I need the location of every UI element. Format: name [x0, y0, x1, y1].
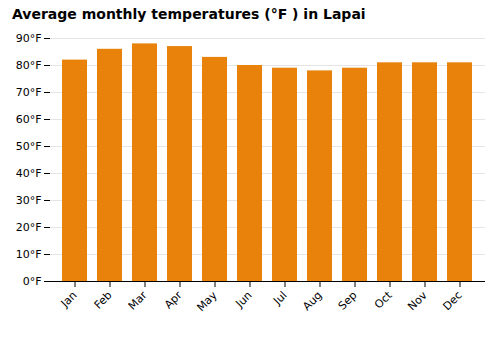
svg-text:Sep: Sep: [336, 289, 360, 313]
svg-text:50°F: 50°F: [16, 140, 42, 153]
svg-text:20°F: 20°F: [16, 221, 42, 234]
svg-text:30°F: 30°F: [16, 194, 42, 207]
svg-text:May: May: [194, 288, 220, 314]
svg-text:Dec: Dec: [440, 289, 464, 313]
svg-text:10°F: 10°F: [16, 248, 42, 261]
html-text:Average monthly temperatures (: Average monthly temperatures (°F ) in La…: [12, 6, 366, 22]
svg-text:Jul: Jul: [270, 289, 289, 308]
svg-text:Aug: Aug: [300, 289, 324, 313]
svg-text:60°F: 60°F: [16, 113, 42, 126]
svg-text:80°F: 80°F: [16, 59, 42, 72]
svg-text:Feb: Feb: [92, 289, 115, 312]
svg-text:70°F: 70°F: [16, 86, 42, 99]
svg-text:Apr: Apr: [162, 288, 185, 311]
svg-text:Jan: Jan: [58, 289, 80, 311]
svg-text:Nov: Nov: [405, 288, 430, 313]
svg-text:Mar: Mar: [126, 288, 150, 312]
svg-text:0°F: 0°F: [23, 275, 42, 288]
svg-text:Jun: Jun: [233, 289, 255, 311]
svg-text:40°F: 40°F: [16, 167, 42, 180]
svg-text:Oct: Oct: [372, 288, 395, 311]
svg-text:90°F: 90°F: [16, 32, 42, 45]
